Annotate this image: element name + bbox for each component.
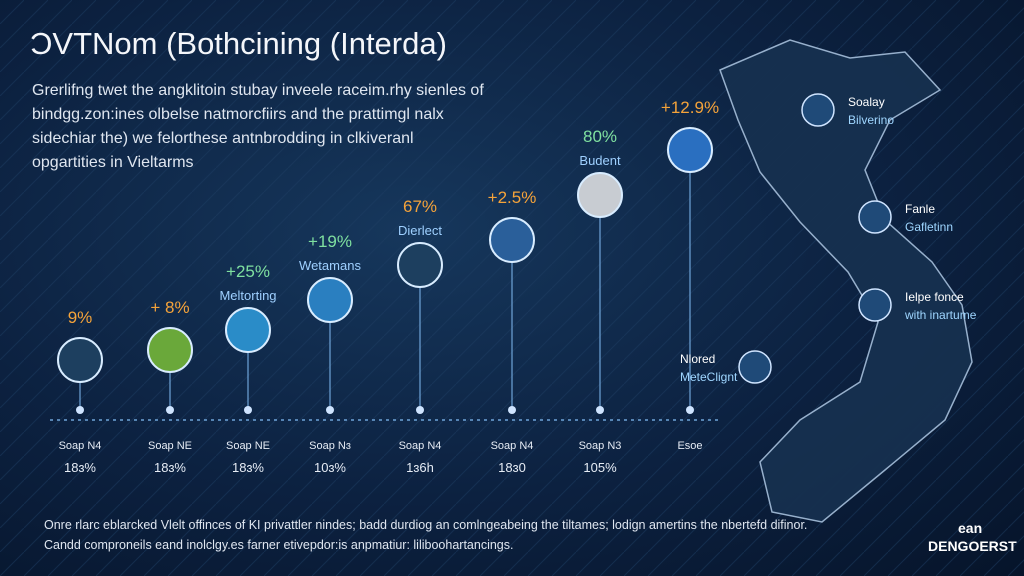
milestone-caption: 10ɜ% <box>314 460 346 475</box>
milestone-caption: Soap NE <box>147 440 193 452</box>
milestone-value: +19% <box>308 232 352 251</box>
icon <box>397 242 443 288</box>
node <box>244 406 252 414</box>
milestone-caption: Soap N4 <box>58 440 102 452</box>
milestone-caption: 18ɜ% <box>64 460 96 475</box>
title: ƆVTNom (Bothcining (Interda) <box>30 26 447 61</box>
milestone-caption: Soap N3 <box>578 440 622 452</box>
milestone-value: +25% <box>226 262 270 281</box>
milestone-value: +2.5% <box>487 188 537 207</box>
milestone-caption: 105% <box>583 460 617 475</box>
map-label: Fanle <box>905 202 936 216</box>
node <box>686 406 694 414</box>
map-label: Ielpe fonce <box>905 290 964 304</box>
milestone-caption: 18ɜ0 <box>498 460 526 475</box>
node <box>76 406 84 414</box>
milestone-caption: Soap N4 <box>398 440 442 452</box>
milestone-caption: Esoe <box>677 440 703 452</box>
milestone-label: Wetamans <box>299 258 361 273</box>
node <box>508 406 516 414</box>
milestone-value: + 8% <box>150 298 190 317</box>
milestone-caption: Soap Nɜ <box>309 440 351 452</box>
footer-line: Candd comproneils eand inolclgy.es farne… <box>44 538 514 552</box>
node <box>326 406 334 414</box>
milestone-caption: 1ɜ6h <box>406 460 434 475</box>
icon <box>577 172 623 218</box>
milestone-label: Budent <box>579 153 621 168</box>
icon <box>489 217 535 263</box>
node <box>416 406 424 414</box>
map-marker <box>738 350 772 384</box>
map-label: with inartume <box>905 308 977 322</box>
milestone-label: Meltorting <box>219 288 277 303</box>
milestone-caption: Soap NE <box>225 440 271 452</box>
icon <box>147 327 193 373</box>
intro-line: sidechiar the) we felorthese antnbroddin… <box>32 130 414 147</box>
logo: DENGOERST <box>928 538 1017 554</box>
milestone-value: 9% <box>67 308 93 327</box>
node <box>166 406 174 414</box>
map-label: Soalay <box>848 95 885 109</box>
icon <box>667 127 713 173</box>
milestone-value: +12.9% <box>660 98 720 117</box>
map-label: Nlored <box>680 352 716 366</box>
milestone-value: 67% <box>402 197 438 216</box>
milestone-caption: Soap N4 <box>490 440 534 452</box>
icon <box>225 307 271 353</box>
map-marker <box>801 93 835 127</box>
icon <box>307 277 353 323</box>
intro-line: opgartities in Vieltarms <box>32 154 194 171</box>
node <box>596 406 604 414</box>
milestone-caption: 18ɜ% <box>154 460 186 475</box>
map <box>719 39 973 523</box>
milestone-value: 80% <box>582 127 618 146</box>
map-marker <box>858 200 892 234</box>
map-marker <box>858 288 892 322</box>
milestone-label: Dierlect <box>397 223 443 238</box>
footer-line: Onre rlarc eblarcked Vlelt offinces of K… <box>44 518 808 532</box>
logo: ean <box>958 520 983 536</box>
intro-line: bindgg.zon:ines olbelse natmorcfiirs and… <box>32 106 444 123</box>
map-label: Bilverino <box>848 113 895 127</box>
map-label: Gafletinn <box>905 220 954 234</box>
milestone-caption: 18ɜ% <box>232 460 264 475</box>
map-label: MeteClignt <box>680 370 738 384</box>
intro-line: Grerlifng twet the angklitoin stubay inv… <box>32 82 484 99</box>
icon <box>57 337 103 383</box>
